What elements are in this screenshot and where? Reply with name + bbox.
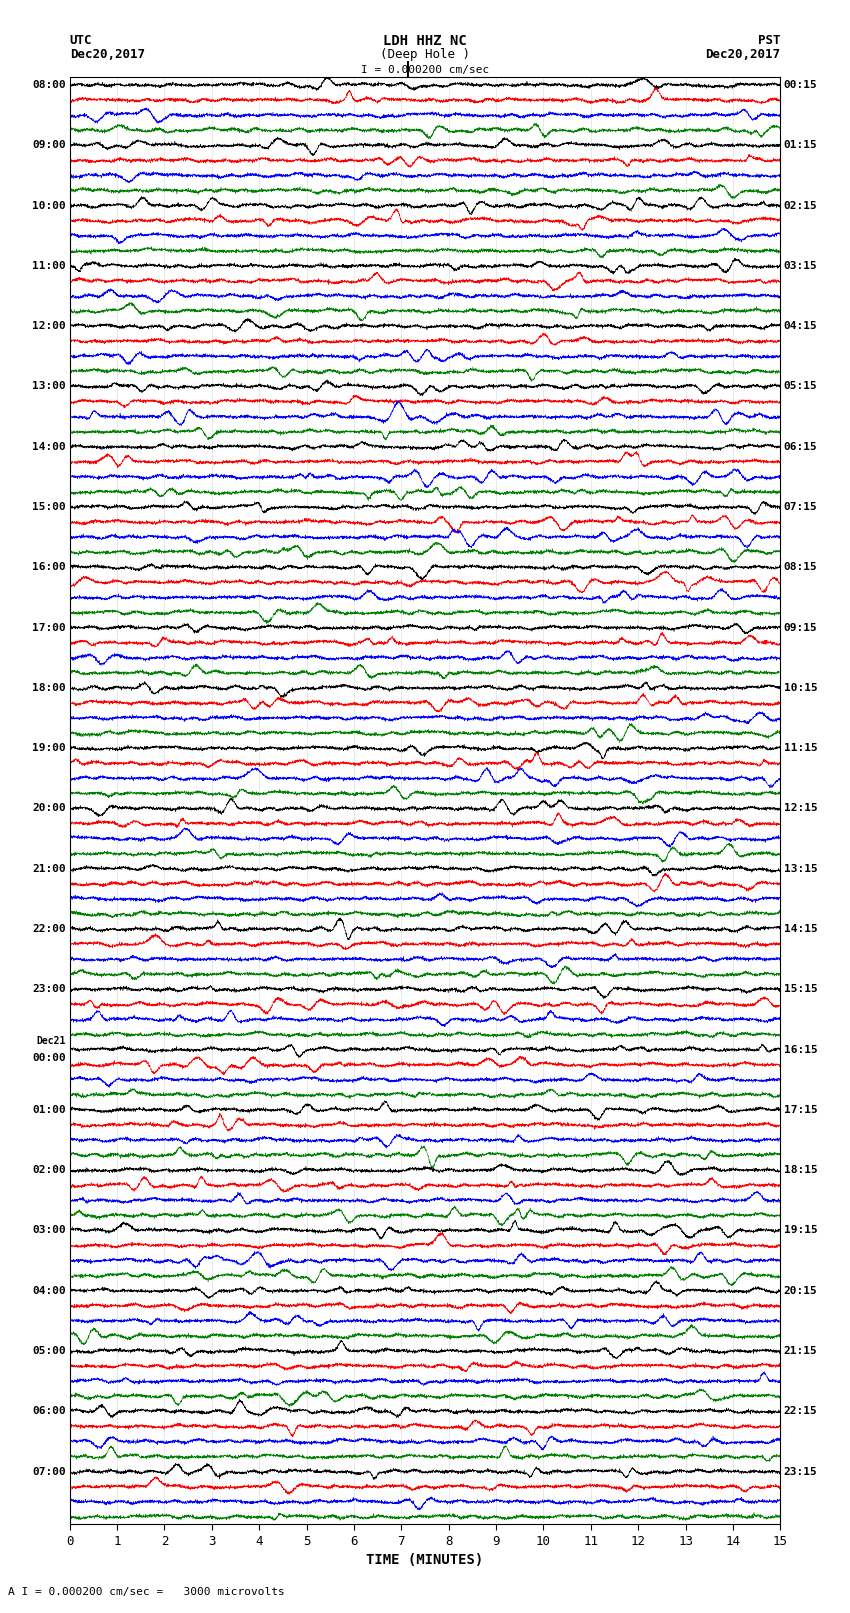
- Text: 10:00: 10:00: [32, 200, 66, 211]
- Text: 16:15: 16:15: [784, 1045, 818, 1055]
- Text: 23:15: 23:15: [784, 1466, 818, 1476]
- Text: 14:00: 14:00: [32, 442, 66, 452]
- Text: 19:00: 19:00: [32, 744, 66, 753]
- Text: 17:15: 17:15: [784, 1105, 818, 1115]
- Text: 06:00: 06:00: [32, 1407, 66, 1416]
- Text: 11:15: 11:15: [784, 744, 818, 753]
- Text: 04:00: 04:00: [32, 1286, 66, 1295]
- Text: 23:00: 23:00: [32, 984, 66, 994]
- Text: 13:00: 13:00: [32, 381, 66, 392]
- Text: 18:15: 18:15: [784, 1165, 818, 1176]
- Text: (Deep Hole ): (Deep Hole ): [380, 48, 470, 61]
- Text: 20:00: 20:00: [32, 803, 66, 813]
- Text: 01:00: 01:00: [32, 1105, 66, 1115]
- Text: Dec21: Dec21: [37, 1036, 66, 1045]
- Text: 14:15: 14:15: [784, 924, 818, 934]
- Text: 06:15: 06:15: [784, 442, 818, 452]
- Text: 20:15: 20:15: [784, 1286, 818, 1295]
- Text: 13:15: 13:15: [784, 863, 818, 874]
- Text: 17:00: 17:00: [32, 623, 66, 632]
- Text: 11:00: 11:00: [32, 261, 66, 271]
- Text: 00:15: 00:15: [784, 81, 818, 90]
- Text: 08:00: 08:00: [32, 81, 66, 90]
- Text: 09:15: 09:15: [784, 623, 818, 632]
- Text: 22:15: 22:15: [784, 1407, 818, 1416]
- Text: 03:00: 03:00: [32, 1226, 66, 1236]
- Text: 07:15: 07:15: [784, 502, 818, 511]
- Text: 10:15: 10:15: [784, 682, 818, 694]
- Text: 02:15: 02:15: [784, 200, 818, 211]
- Text: 21:00: 21:00: [32, 863, 66, 874]
- Text: 07:00: 07:00: [32, 1466, 66, 1476]
- Text: LDH HHZ NC: LDH HHZ NC: [383, 34, 467, 48]
- Text: PST: PST: [758, 34, 780, 47]
- Text: 18:00: 18:00: [32, 682, 66, 694]
- Text: 15:00: 15:00: [32, 502, 66, 511]
- Text: 12:00: 12:00: [32, 321, 66, 331]
- Text: UTC: UTC: [70, 34, 92, 47]
- Text: 15:15: 15:15: [784, 984, 818, 994]
- Text: 01:15: 01:15: [784, 140, 818, 150]
- Text: Dec20,2017: Dec20,2017: [706, 48, 780, 61]
- Text: 09:00: 09:00: [32, 140, 66, 150]
- Text: 22:00: 22:00: [32, 924, 66, 934]
- Text: 00:00: 00:00: [32, 1053, 66, 1063]
- Text: 04:15: 04:15: [784, 321, 818, 331]
- Text: 19:15: 19:15: [784, 1226, 818, 1236]
- Text: 03:15: 03:15: [784, 261, 818, 271]
- Text: 02:00: 02:00: [32, 1165, 66, 1176]
- Text: 21:15: 21:15: [784, 1345, 818, 1357]
- Text: 16:00: 16:00: [32, 563, 66, 573]
- Text: 12:15: 12:15: [784, 803, 818, 813]
- Text: I = 0.000200 cm/sec: I = 0.000200 cm/sec: [361, 65, 489, 74]
- Text: 05:00: 05:00: [32, 1345, 66, 1357]
- Text: 08:15: 08:15: [784, 563, 818, 573]
- Text: Dec20,2017: Dec20,2017: [70, 48, 144, 61]
- Text: 05:15: 05:15: [784, 381, 818, 392]
- Text: A I = 0.000200 cm/sec =   3000 microvolts: A I = 0.000200 cm/sec = 3000 microvolts: [8, 1587, 286, 1597]
- X-axis label: TIME (MINUTES): TIME (MINUTES): [366, 1553, 484, 1568]
